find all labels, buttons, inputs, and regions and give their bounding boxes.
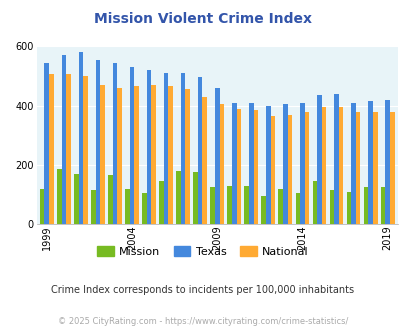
Bar xyxy=(112,63,117,224)
Text: Crime Index corresponds to incidents per 100,000 inhabitants: Crime Index corresponds to incidents per… xyxy=(51,285,354,295)
Bar xyxy=(146,70,151,224)
Bar xyxy=(253,110,258,224)
Bar xyxy=(384,100,389,224)
Bar xyxy=(163,73,168,224)
Bar xyxy=(380,187,384,224)
Bar xyxy=(180,73,185,224)
Bar xyxy=(333,94,338,224)
Bar xyxy=(214,88,219,224)
Bar xyxy=(316,95,321,224)
Bar xyxy=(40,189,45,224)
Bar xyxy=(100,85,104,224)
Bar xyxy=(338,107,343,224)
Bar xyxy=(346,192,350,224)
Bar xyxy=(329,190,333,224)
Bar xyxy=(389,112,394,224)
Bar xyxy=(74,174,78,224)
Bar xyxy=(265,106,270,224)
Bar xyxy=(45,63,49,224)
Bar xyxy=(202,97,207,224)
Text: Mission Violent Crime Index: Mission Violent Crime Index xyxy=(94,12,311,25)
Bar xyxy=(142,193,146,224)
Bar xyxy=(125,189,129,224)
Bar xyxy=(176,171,180,224)
Bar xyxy=(78,52,83,224)
Bar xyxy=(134,86,139,224)
Bar xyxy=(248,103,253,224)
Bar xyxy=(185,89,190,224)
Legend: Mission, Texas, National: Mission, Texas, National xyxy=(94,243,311,260)
Bar xyxy=(168,86,173,224)
Bar xyxy=(62,55,66,224)
Bar xyxy=(278,189,282,224)
Bar xyxy=(66,75,70,224)
Bar xyxy=(108,176,112,224)
Bar xyxy=(236,109,241,224)
Bar xyxy=(151,85,156,224)
Bar xyxy=(231,103,236,224)
Bar xyxy=(49,75,53,224)
Bar xyxy=(244,186,248,224)
Bar xyxy=(282,104,287,224)
Bar xyxy=(304,112,309,224)
Bar xyxy=(91,190,95,224)
Bar xyxy=(219,104,224,224)
Bar xyxy=(295,193,299,224)
Bar xyxy=(350,103,355,224)
Bar xyxy=(261,196,265,224)
Bar xyxy=(372,112,377,224)
Bar xyxy=(117,88,121,224)
Bar xyxy=(197,77,202,224)
Bar xyxy=(312,181,316,224)
Bar xyxy=(321,107,326,224)
Bar xyxy=(367,101,372,224)
Bar xyxy=(299,103,304,224)
Bar xyxy=(270,116,275,224)
Bar xyxy=(355,112,360,224)
Bar xyxy=(83,76,87,224)
Bar xyxy=(159,181,163,224)
Bar xyxy=(95,59,100,224)
Bar xyxy=(57,170,62,224)
Text: © 2025 CityRating.com - https://www.cityrating.com/crime-statistics/: © 2025 CityRating.com - https://www.city… xyxy=(58,317,347,326)
Bar xyxy=(210,187,214,224)
Bar xyxy=(363,187,367,224)
Bar xyxy=(129,67,134,224)
Bar xyxy=(227,186,231,224)
Bar xyxy=(287,115,292,224)
Bar xyxy=(193,172,197,224)
